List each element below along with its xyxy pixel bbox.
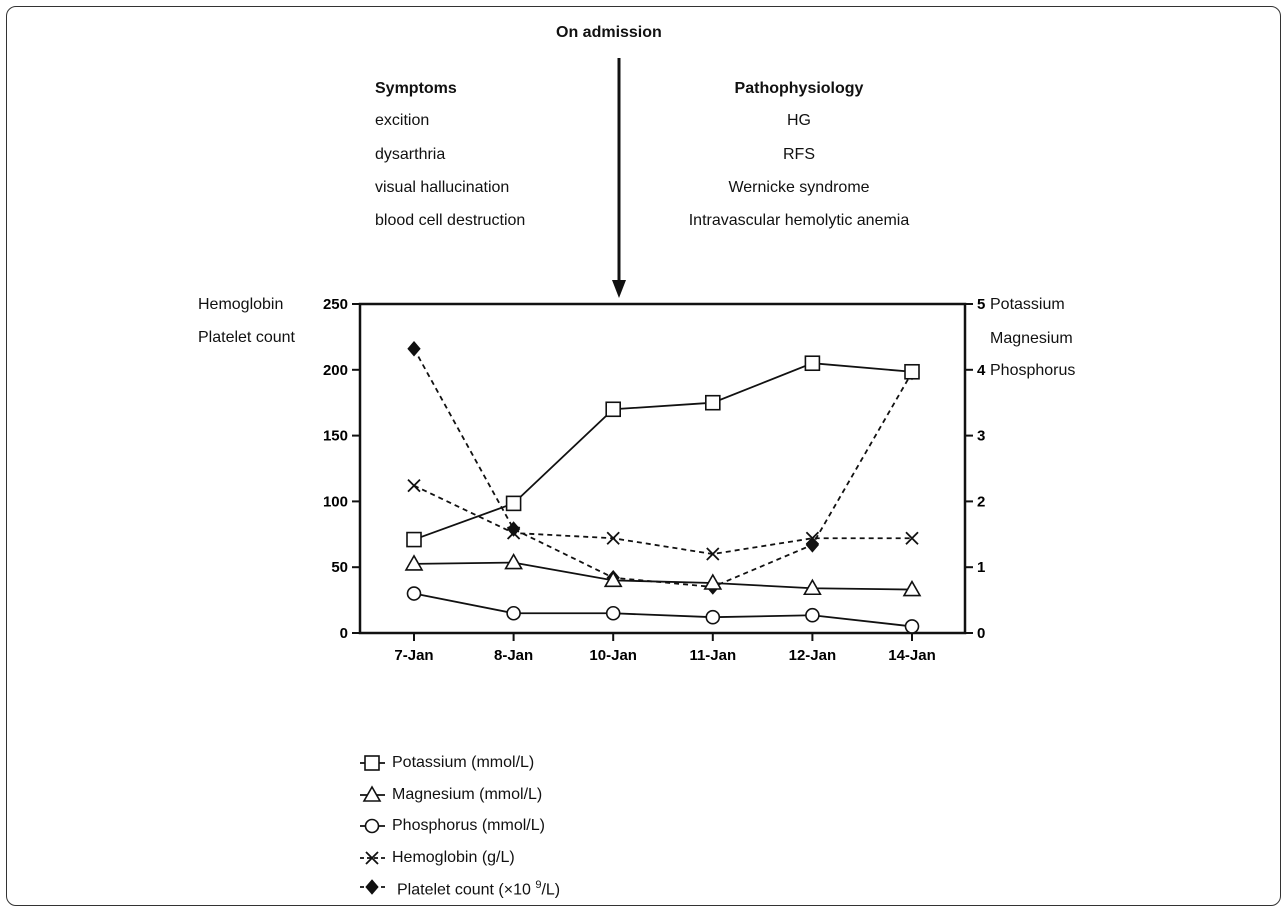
data-point-circle — [904, 619, 920, 634]
series-line-diamond — [413, 348, 913, 588]
legend-marker-triangle — [362, 785, 382, 802]
pathophysiology-item: RFS — [783, 146, 815, 163]
legend-label-platelet: Platelet count (×10 9/L) — [397, 879, 561, 899]
data-point-diamond — [506, 521, 521, 537]
series-line-square — [413, 362, 913, 541]
symptom-item: excition — [375, 112, 430, 129]
series-line-x — [413, 484, 912, 555]
series-line-circle — [413, 592, 913, 628]
x-tick-label: 7-Jan — [394, 647, 433, 664]
data-point-square — [406, 531, 422, 548]
data-point-square — [704, 394, 721, 411]
data-point-triangle — [504, 552, 523, 570]
left-tick-label: 150 — [323, 428, 348, 445]
legend-marker-square — [364, 755, 380, 771]
data-point-triangle — [703, 573, 723, 590]
data-point-circle — [506, 605, 521, 621]
data-point-triangle — [404, 554, 424, 571]
legend-label-hemoglobin: Hemoglobin (g/L) — [392, 849, 515, 866]
legend-label-potassium: Potassium (mmol/L) — [392, 754, 535, 771]
right-tick-label: 2 — [977, 493, 985, 510]
data-point-triangle — [603, 570, 623, 588]
legend-marker-diamond — [365, 879, 379, 895]
symptom-item: dysarthria — [375, 146, 446, 163]
legend-marker-circle — [364, 818, 380, 834]
data-point-circle — [705, 609, 721, 625]
data-point-diamond — [805, 537, 820, 553]
data-point-circle — [605, 605, 621, 621]
x-tick-label: 11-Jan — [689, 647, 736, 664]
data-point-circle — [406, 586, 422, 601]
right-tick-label: 3 — [977, 428, 985, 445]
left-axis-label: Platelet count — [198, 329, 295, 346]
legend-marker-x — [365, 851, 379, 865]
right-tick-label: 1 — [977, 559, 985, 576]
data-point-x — [706, 547, 720, 561]
pathophysiology-title: Pathophysiology — [734, 80, 864, 97]
left-tick-label: 250 — [323, 296, 348, 313]
x-tick-label: 8-Jan — [494, 647, 533, 664]
right-tick-label: 5 — [977, 296, 985, 313]
symptom-item: blood cell destruction — [375, 212, 526, 229]
right-axis-label: Magnesium — [990, 330, 1073, 347]
x-tick-label: 14-Jan — [888, 647, 936, 664]
x-tick-label: 12-Jan — [789, 647, 837, 664]
data-point-triangle — [902, 579, 922, 597]
right-tick-label: 0 — [977, 625, 985, 642]
admission-label: On admission — [556, 24, 662, 41]
data-point-square — [804, 355, 821, 372]
data-point-x — [905, 531, 919, 545]
left-tick-label: 0 — [340, 625, 348, 642]
symptom-item: visual hallucination — [375, 179, 510, 196]
data-point-square — [904, 363, 920, 380]
left-tick-label: 100 — [323, 493, 348, 510]
data-point-x — [407, 478, 421, 493]
pathophysiology-item: Wernicke syndrome — [728, 179, 870, 196]
left-axis-label: Hemoglobin — [198, 296, 284, 313]
right-axis-label: Potassium — [990, 296, 1065, 313]
series-line-triangle — [413, 561, 913, 591]
pathophysiology-item: Intravascular hemolytic anemia — [688, 212, 910, 229]
left-tick-label: 200 — [323, 362, 348, 379]
right-axis-label: Phosphorus — [990, 362, 1076, 379]
plot-frame — [358, 302, 967, 635]
x-tick-label: 10-Jan — [589, 647, 637, 664]
left-tick-label: 50 — [331, 559, 348, 576]
admission-arrow-head — [612, 280, 626, 298]
data-point-square — [605, 401, 622, 418]
data-point-diamond — [407, 340, 421, 357]
data-point-x — [606, 531, 620, 545]
right-tick-label: 4 — [977, 362, 986, 379]
data-point-triangle — [803, 578, 822, 596]
data-point-square — [505, 495, 522, 512]
symptoms-title: Symptoms — [375, 80, 457, 97]
pathophysiology-item: HG — [787, 112, 811, 129]
data-point-circle — [805, 607, 820, 623]
legend-label-phosphorus: Phosphorus (mmol/L) — [392, 817, 545, 834]
legend-label-magnesium: Magnesium (mmol/L) — [392, 786, 543, 803]
